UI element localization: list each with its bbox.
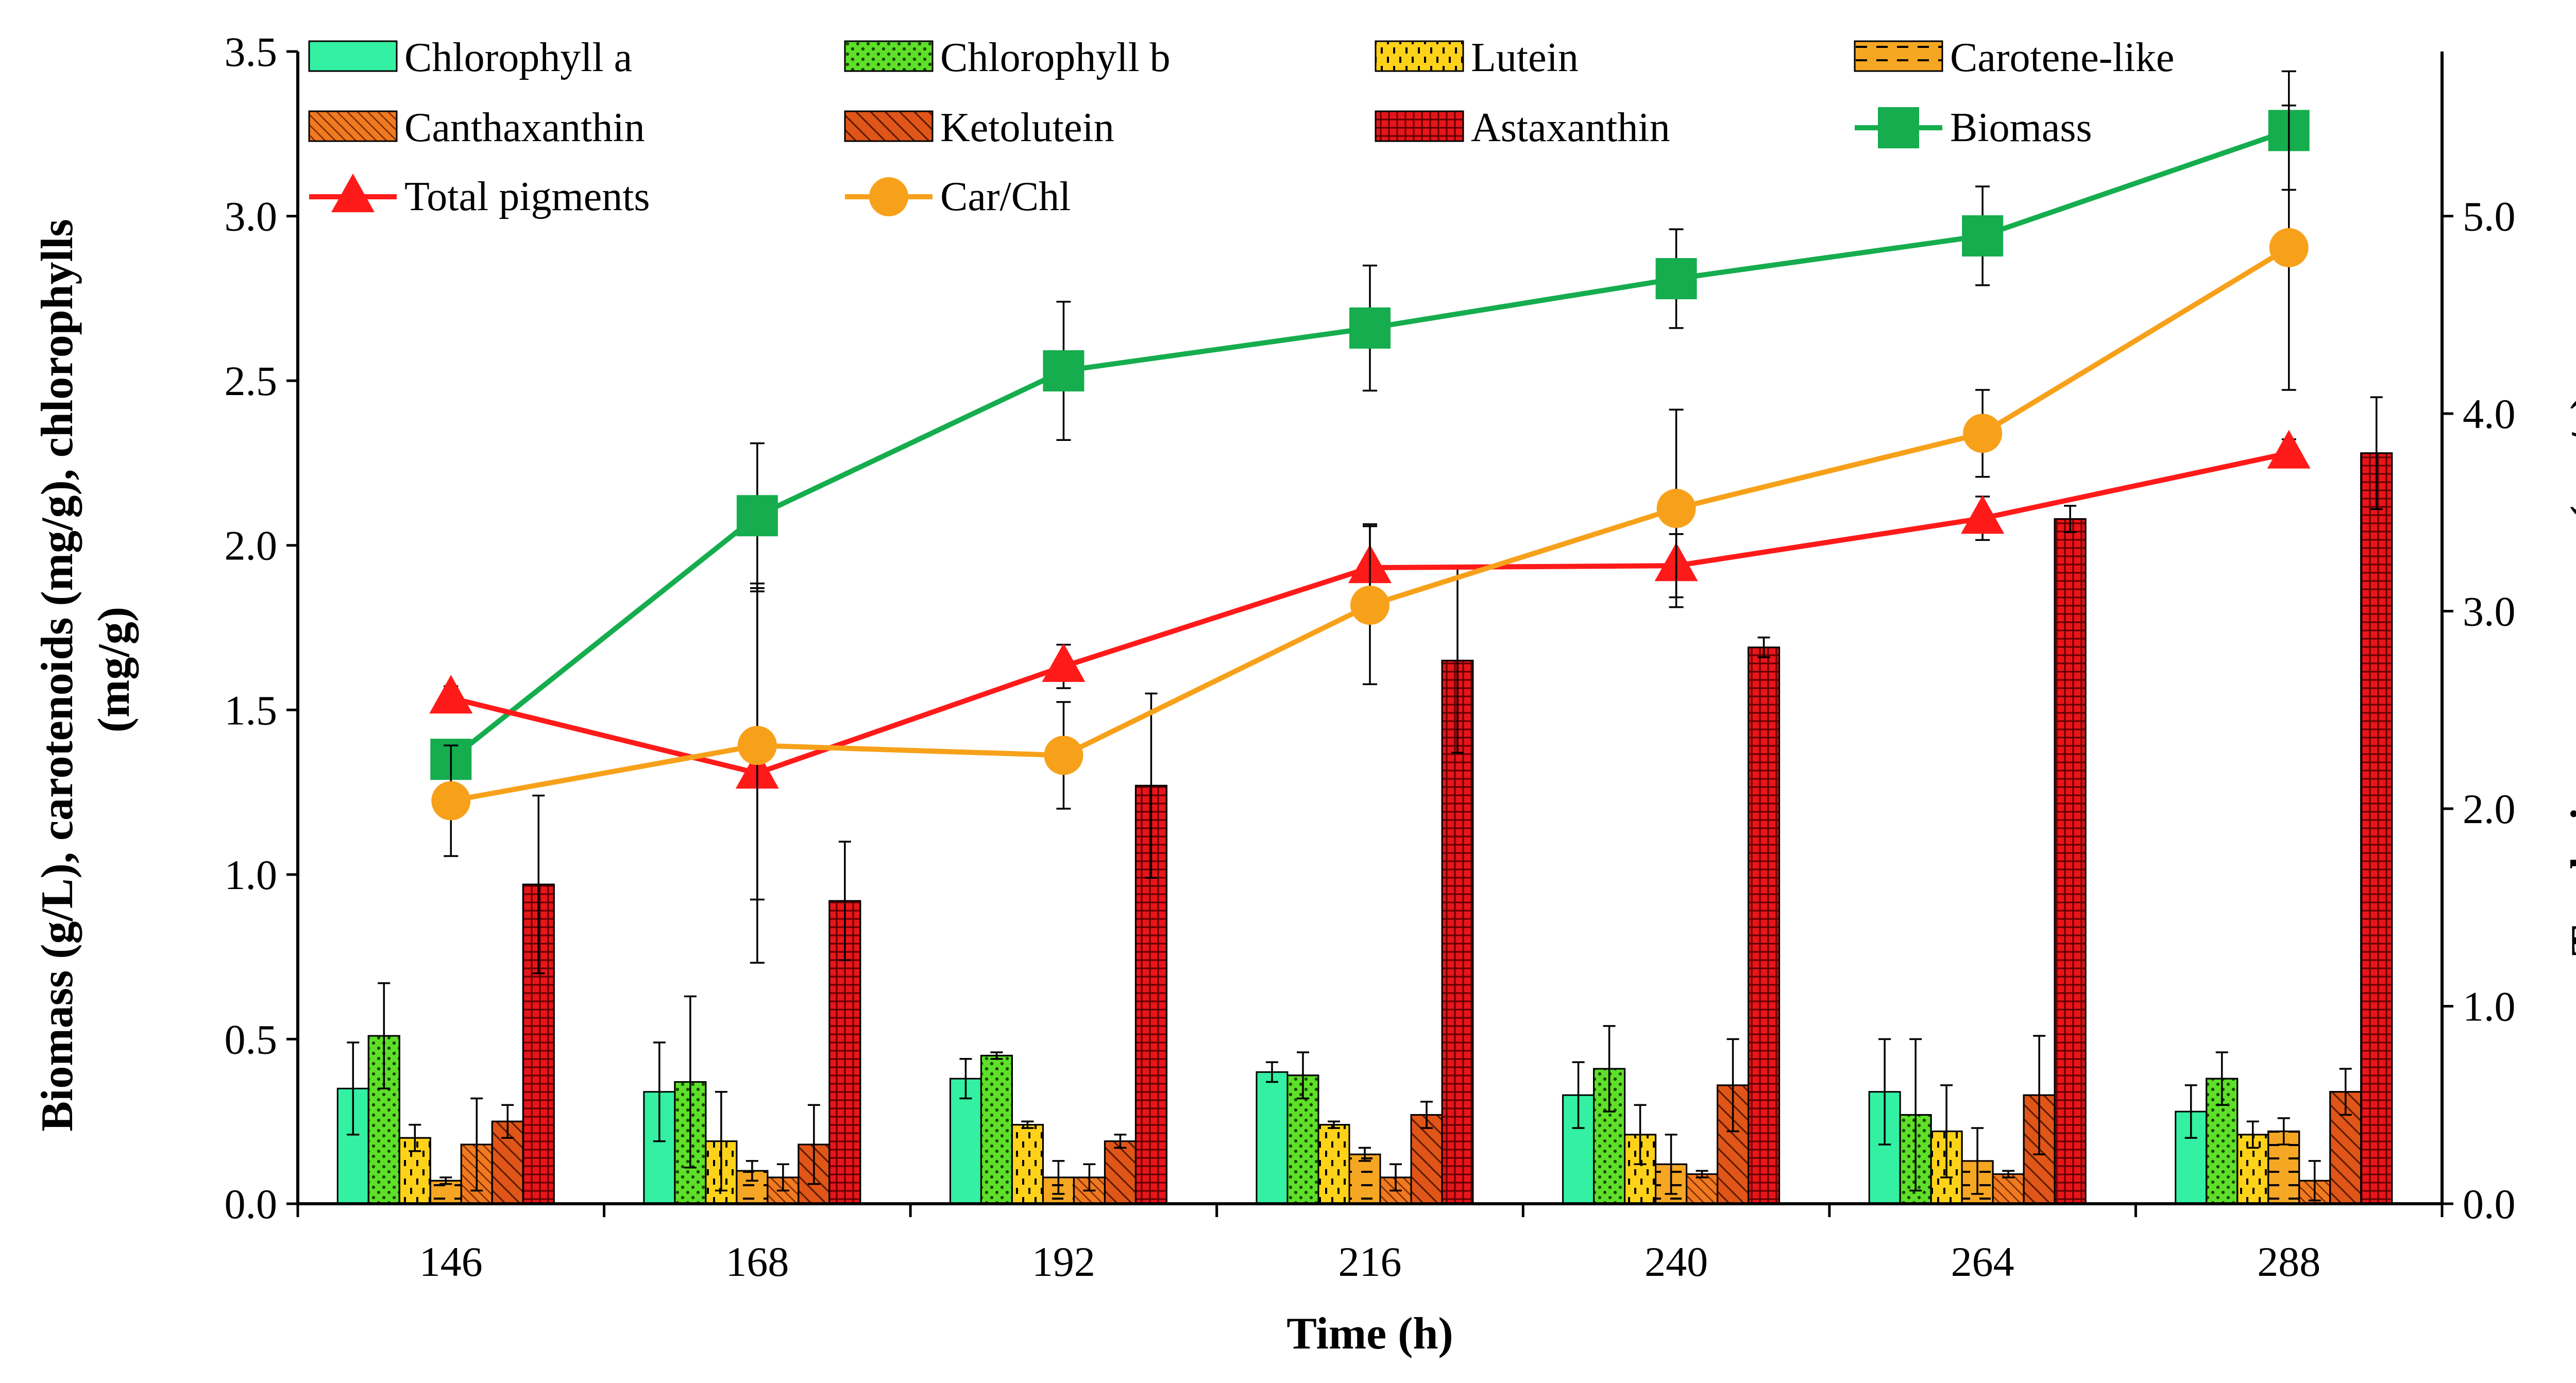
- legend-marker: [331, 174, 375, 212]
- legend-label: Car/Chl: [940, 174, 1071, 219]
- left-tick-label: 2.0: [225, 522, 278, 569]
- line-point: [431, 781, 471, 821]
- legend-label: Biomass: [1950, 105, 2092, 150]
- legend-item: Car/Chl: [845, 174, 1071, 219]
- line-point: [1656, 489, 1696, 528]
- line-point: [1349, 307, 1391, 349]
- line-point: [1655, 258, 1697, 300]
- right-ticks: 0.0 1.0 2.0 3.0 4.0 5.0: [2442, 193, 2516, 1227]
- line-point: [1350, 585, 1389, 625]
- x-axis-title: Time (h): [1286, 1309, 1453, 1359]
- right-tick-label: 0.0: [2463, 1181, 2516, 1227]
- left-axis-title-line1: Biomass (g/L), carotenoids (mg/g), chlor…: [32, 219, 82, 1131]
- line-point: [1961, 495, 2005, 534]
- bar-pattern: [1011, 1124, 1044, 1205]
- legend-item: Ketolutein: [844, 105, 1114, 150]
- legend-item: Astaxanthin: [1375, 105, 1670, 150]
- error-bars-layer: [347, 396, 2383, 1202]
- left-tick-label: 1.5: [225, 687, 278, 733]
- legend-item: Chlorophyll b: [844, 35, 1171, 80]
- x-ticks: 146 168 192 216 240 264 288: [296, 1204, 2444, 1285]
- bar-pattern: [980, 1054, 1013, 1205]
- legend-label: Ketolutein: [940, 105, 1114, 150]
- left-tick-label: 0.5: [225, 1016, 278, 1063]
- legend-label: Total pigments: [404, 174, 650, 219]
- line-point: [1043, 350, 1084, 391]
- legend-label: Chlorophyll b: [940, 35, 1171, 80]
- line-point: [1963, 414, 2003, 453]
- legend-label: Canthaxanthin: [404, 105, 645, 150]
- line-point: [1044, 736, 1083, 775]
- left-tick-label: 2.5: [225, 357, 278, 404]
- bar-pattern: [1992, 1173, 2025, 1205]
- right-axis-title-line1: Total pigment content (mg/g): [2562, 395, 2576, 955]
- bar-pattern: [1686, 1173, 1719, 1205]
- legend-item: Biomass: [1855, 105, 2092, 150]
- x-tick-label: 192: [1032, 1238, 1095, 1285]
- legend-swatch-pattern: [1375, 40, 1464, 72]
- legend-item: Chlorophyll a: [308, 35, 632, 80]
- x-tick-label: 264: [1951, 1238, 2014, 1285]
- lines-layer: [429, 70, 2311, 964]
- legend: Chlorophyll a Chlorophyll b Lutein Carotene…: [308, 35, 2174, 219]
- legend-marker: [1878, 107, 1919, 148]
- bar-pattern: [2054, 518, 2087, 1205]
- right-tick-label: 3.0: [2463, 588, 2516, 635]
- left-tick-label: 3.0: [225, 193, 278, 240]
- x-tick-label: 288: [2257, 1238, 2320, 1285]
- line-point: [737, 726, 777, 765]
- legend-label: Carotene-like: [1950, 35, 2174, 80]
- left-axis-title-line2: (mg/g): [89, 607, 139, 732]
- left-axis-title: Biomass (g/L), carotenoids (mg/g), chlor…: [32, 208, 139, 1131]
- right-tick-label: 5.0: [2463, 193, 2516, 240]
- line-point: [1962, 215, 2004, 257]
- right-tick-label: 4.0: [2463, 390, 2516, 437]
- bar-pattern: [1317, 1124, 1350, 1205]
- legend-item: Total pigments: [309, 174, 650, 219]
- line-point: [2267, 430, 2311, 469]
- x-tick-label: 240: [1645, 1238, 1708, 1285]
- legend-item: Carotene-like: [1854, 35, 2174, 80]
- legend-label: Chlorophyll a: [404, 35, 632, 80]
- bars-layer: [336, 452, 2393, 1205]
- line-point: [429, 675, 473, 714]
- x-tick-label: 168: [725, 1238, 789, 1285]
- right-tick-label: 1.0: [2463, 983, 2516, 1030]
- legend-swatch-pattern: [1854, 40, 1943, 72]
- line-point: [1042, 643, 1086, 682]
- bar-pattern: [2360, 452, 2393, 1205]
- legend-swatch-pattern: [308, 110, 398, 142]
- x-tick-label: 146: [419, 1238, 483, 1285]
- legend-item: Lutein: [1375, 35, 1579, 80]
- legend-marker: [869, 177, 908, 216]
- legend-label: Lutein: [1471, 35, 1579, 80]
- legend-swatch-pattern: [844, 40, 934, 72]
- left-ticks: 0.0 0.5 1.0 1.5 2.0 2.5 3.0 3.5: [225, 28, 298, 1227]
- bar: [949, 1078, 982, 1205]
- legend-swatch: [308, 40, 398, 72]
- x-tick-label: 216: [1338, 1238, 1402, 1285]
- legend-item: Canthaxanthin: [308, 105, 645, 150]
- line-point: [2269, 228, 2309, 267]
- right-tick-label: 2.0: [2463, 786, 2516, 832]
- axes: [296, 52, 2444, 1205]
- legend-swatch-pattern: [844, 110, 934, 142]
- legend-label: Astaxanthin: [1471, 105, 1670, 150]
- left-tick-label: 0.0: [225, 1181, 278, 1227]
- left-tick-label: 3.5: [225, 28, 278, 75]
- bar-pattern: [1410, 1114, 1443, 1205]
- line-point: [736, 495, 778, 537]
- left-axis-title-text: Biomass (g/L), carotenoids (mg/g), chlor…: [32, 208, 139, 1131]
- bar: [1256, 1071, 1289, 1205]
- left-tick-label: 1.0: [225, 851, 278, 898]
- legend-swatch-pattern: [1375, 110, 1464, 142]
- right-axis-title: Total pigment content (mg/g) Car/Chl (wt…: [2562, 383, 2576, 955]
- bar-pattern: [1748, 646, 1781, 1205]
- bar-pattern: [1104, 1140, 1137, 1205]
- right-axis-title-text: Total pigment content (mg/g) Car/Chl (wt…: [2562, 383, 2576, 955]
